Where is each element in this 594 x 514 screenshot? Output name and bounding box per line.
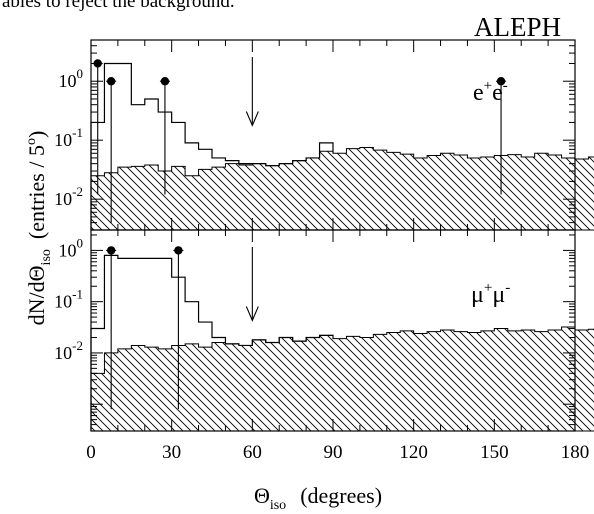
data-point	[496, 77, 506, 86]
channel-label-base: e	[473, 80, 484, 106]
channel-label: e+e-	[473, 78, 508, 106]
y-tick-exponent: -1	[72, 287, 83, 302]
y-axis-label: dN/dΘiso (entries / 5o)	[24, 131, 54, 326]
y-axis-degree: o	[24, 138, 39, 145]
cut-arrow-head	[245, 111, 259, 127]
y-tick-exponent: 0	[77, 66, 84, 81]
y-tick-mantissa: 10	[59, 240, 77, 260]
y-tick-exponent: 0	[77, 235, 84, 250]
experiment-label: ALEPH	[474, 12, 561, 42]
data-point	[106, 246, 116, 255]
y-tick-label: 10-2	[54, 184, 83, 209]
x-tick-label: 150	[480, 442, 509, 463]
x-tick-label: 90	[324, 442, 343, 463]
y-tick-exponent: -1	[72, 125, 83, 140]
y-axis-close: )	[24, 131, 49, 138]
channel-label-mid: μ	[492, 282, 505, 308]
y-tick-exponent: -2	[72, 184, 83, 199]
data-point	[174, 246, 183, 255]
x-tick-labels: 0 30 60 90 120 150 180	[86, 442, 589, 463]
data-point	[106, 77, 116, 86]
y-axis-entries: (entries / 5	[24, 145, 49, 239]
y-tick-mantissa: 10	[59, 71, 77, 91]
channel-label-base: μ	[471, 282, 484, 308]
x-tick-label: 120	[399, 442, 428, 463]
x-tick-label: 60	[243, 442, 262, 463]
y-tick-mantissa: 10	[54, 189, 72, 209]
y-axis-prefix: dN/dΘ	[24, 265, 49, 325]
y-tick-label: 10-1	[54, 125, 83, 150]
signal-histogram	[90, 62, 334, 230]
x-axis-label: Θiso (degrees)	[254, 483, 382, 513]
data-point	[93, 59, 102, 68]
y-tick-mantissa: 10	[54, 292, 72, 312]
x-axis-symbol: Θ	[254, 483, 270, 508]
channel-label-sup2: -	[505, 280, 510, 296]
channel-label-mid: e	[492, 80, 503, 106]
y-tick-exponent: -2	[72, 338, 83, 353]
caption-fragment: ables to reject the background.	[2, 0, 235, 12]
x-axis-units: (degrees)	[300, 483, 382, 508]
channel-label: μ+μ-	[471, 280, 510, 308]
y-tick-label: 10-2	[54, 338, 83, 363]
y-axis-subscript: iso	[39, 249, 54, 265]
x-axis-subscript: iso	[270, 498, 286, 513]
background-histogram	[90, 326, 594, 432]
y-tick-label: 100	[59, 235, 84, 260]
channel-label-sup2: -	[503, 78, 508, 94]
background-histogram	[90, 147, 594, 231]
channel-label-sup1: +	[484, 280, 492, 296]
y-tick-mantissa: 10	[54, 343, 72, 363]
x-tick-label: 0	[86, 442, 96, 463]
data-point	[160, 77, 170, 86]
y-tick-mantissa: 10	[54, 130, 72, 150]
x-tick-label: 180	[561, 442, 590, 463]
signal-histogram	[90, 254, 334, 431]
cut-arrow-head	[245, 306, 259, 322]
channel-label-sup1: +	[484, 78, 492, 94]
y-tick-label: 10-1	[54, 287, 83, 312]
x-tick-label: 30	[162, 442, 181, 463]
y-tick-label: 100	[59, 66, 84, 91]
